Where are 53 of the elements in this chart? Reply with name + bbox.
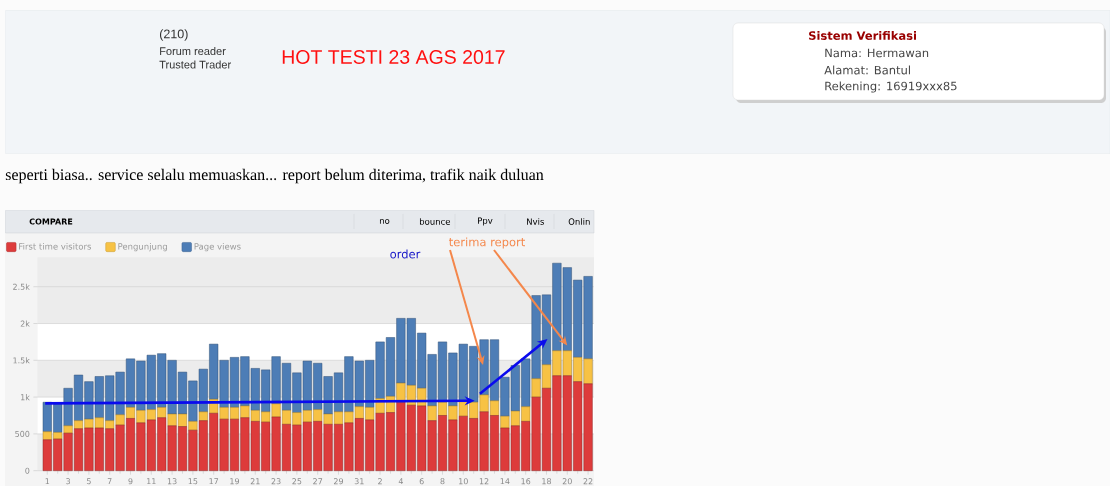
text: Trusted Trader xyxy=(159,60,231,69)
x-tick-label: 12 xyxy=(479,478,489,485)
x-tick-label: 19 xyxy=(230,478,240,485)
x-tick-label: 29 xyxy=(333,478,344,485)
x-tick-label: 23 xyxy=(271,478,281,485)
x-tick-label: 15 xyxy=(188,478,198,485)
y-tick-label: 500 xyxy=(15,430,30,437)
x-tick-label: 27 xyxy=(313,478,323,485)
x-tick-label: 1 xyxy=(45,478,50,485)
x-tick-label: 13 xyxy=(167,478,177,485)
text: Onlin xyxy=(568,218,590,225)
x-tick-label: 4 xyxy=(398,478,403,485)
x-tick-label: 17 xyxy=(209,478,219,485)
chart-title: HOT TESTI 23 AGS 2017 xyxy=(282,50,505,64)
y-tick-label: 1.5k xyxy=(13,357,30,364)
legend-label: Pengunjung xyxy=(118,243,167,252)
x-tick-label: 2 xyxy=(378,478,382,485)
text: (210) xyxy=(159,29,188,41)
text: Forum reader xyxy=(160,46,226,56)
x-tick-label: 3 xyxy=(66,478,70,485)
y-tick-label: 2.5k xyxy=(13,283,30,290)
legend-label: Page views xyxy=(194,243,241,252)
text: Rekening: 16919xxx85 xyxy=(825,81,957,93)
x-tick-label: 8 xyxy=(440,478,445,485)
text: Nama: Hermawan xyxy=(825,48,929,58)
x-tick-label: 31 xyxy=(354,478,364,485)
text: no xyxy=(379,219,390,224)
x-tick-label: 20 xyxy=(562,478,572,485)
x-tick-label: 16 xyxy=(521,478,531,485)
x-tick-label: 7 xyxy=(107,478,112,485)
x-tick-label: 6 xyxy=(419,478,424,485)
x-tick-label: 22 xyxy=(583,478,593,485)
x-tick-label: 21 xyxy=(250,478,260,485)
text: Ppv xyxy=(478,217,493,226)
legend-label: First time visitors xyxy=(19,243,92,250)
chart-subtitle: seperti biasa.. service selalu memuaskan... report belum diterima, trafik naik duluan xyxy=(5,168,544,184)
text: Sistem Verifikasi xyxy=(809,31,916,40)
text: Nvis xyxy=(527,218,544,225)
annotation: terima report xyxy=(449,237,525,249)
text: COMPARE xyxy=(29,218,73,225)
x-tick-label: 11 xyxy=(147,478,156,485)
x-tick-label: 14 xyxy=(500,478,510,485)
text: bounce xyxy=(419,218,451,225)
y-tick-label: 0 xyxy=(25,467,30,474)
y-tick-label: 2k xyxy=(20,320,30,327)
annotation: order xyxy=(390,249,421,259)
x-tick-label: 9 xyxy=(128,478,133,485)
x-tick-label: 10 xyxy=(459,478,468,485)
text: Alamat: Bantul xyxy=(824,65,910,75)
x-tick-label: 18 xyxy=(542,478,552,485)
y-tick-label: 1k xyxy=(21,394,30,401)
x-tick-label: 5 xyxy=(86,478,91,485)
x-tick-label: 25 xyxy=(292,478,302,485)
